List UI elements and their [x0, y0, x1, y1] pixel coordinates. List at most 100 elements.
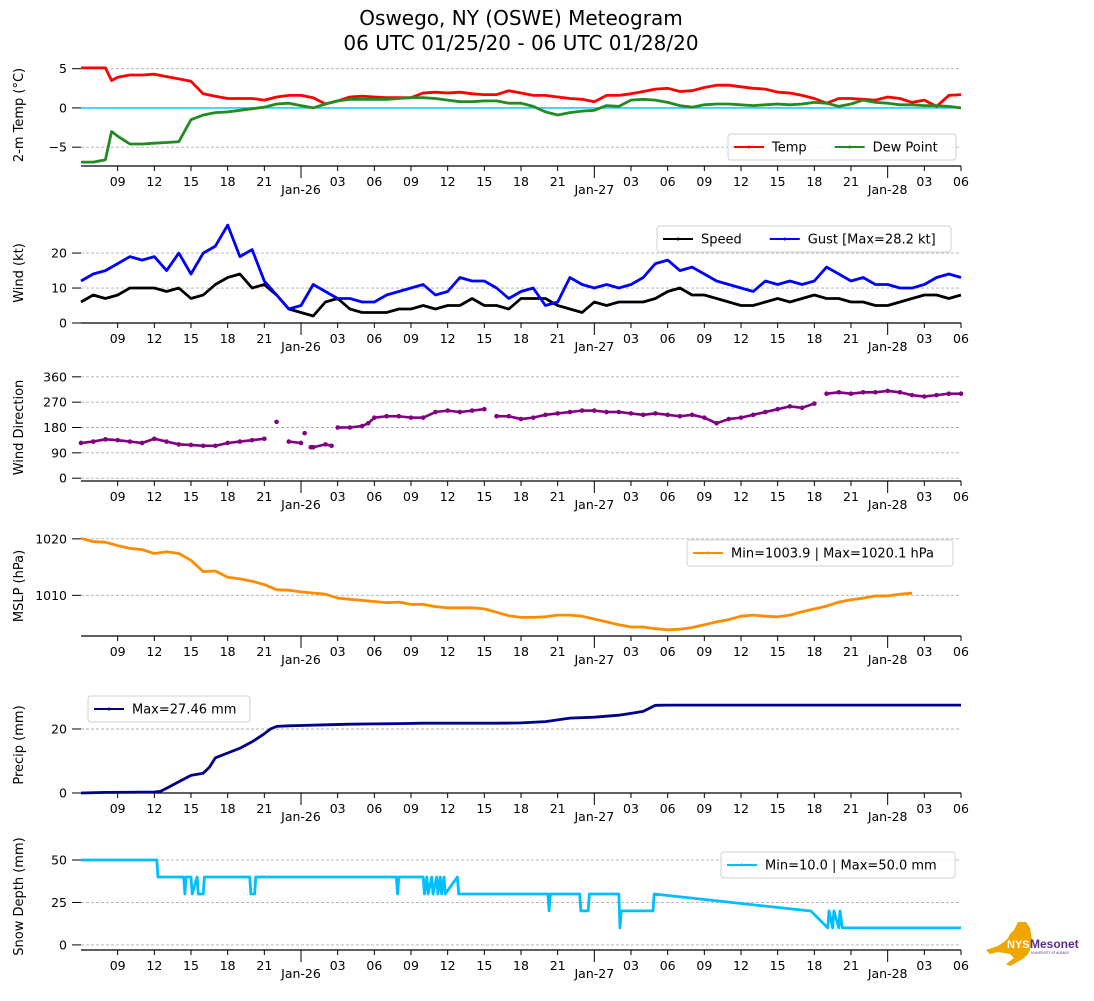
x-major-tick-label: Jan-28 — [867, 966, 908, 981]
x-tick-label: 09 — [696, 801, 712, 816]
x-major-tick-label: Jan-28 — [867, 339, 908, 354]
x-tick-label: 06 — [366, 174, 382, 189]
y-axis-label: MSLP (hPa) — [12, 550, 27, 622]
x-tick-label: 12 — [733, 174, 749, 189]
x-tick-label: 03 — [623, 801, 639, 816]
x-tick-label: 15 — [476, 958, 492, 973]
x-tick-label: 06 — [366, 801, 382, 816]
panel-mslp: 1020 1010 MSLP (hPa) 09 12 15 18 21 03 06 09 12 15 18… — [12, 531, 969, 667]
x-tick-label: 06 — [660, 958, 676, 973]
x-tick-label: 15 — [183, 489, 199, 504]
data-segment — [251, 437, 265, 442]
y-tick-label: 0 — [59, 937, 67, 952]
legend-marker — [676, 237, 680, 241]
x-tick-label: 18 — [513, 644, 529, 659]
x-tick-label: 03 — [330, 331, 346, 346]
x-tick-label: 18 — [220, 331, 236, 346]
legend: Speed Gust [Max=28.2 kt] — [656, 225, 952, 253]
legend-marker — [740, 863, 744, 867]
series-line-max-27-46-mm — [80, 703, 961, 795]
x-tick-label: 03 — [330, 174, 346, 189]
legend-box — [87, 695, 251, 723]
x-tick-label: 18 — [220, 489, 236, 504]
series-line-speed — [80, 272, 962, 318]
data-segment — [398, 414, 412, 419]
x-tick-label: 12 — [440, 331, 456, 346]
data-segment — [643, 412, 656, 417]
x-tick-label: 15 — [476, 801, 492, 816]
y-tick-label: 0 — [59, 471, 67, 486]
x-major-tick-label: Jan-27 — [573, 339, 614, 354]
legend: Temp Dew Point — [727, 133, 957, 161]
x-tick-label: 18 — [806, 801, 822, 816]
data-segment — [679, 413, 693, 418]
panel-wdir: 360 270 180 90 0 Wind Direction 09 12 15 18 21 03 06… — [12, 369, 969, 512]
x-tick-label: 21 — [550, 174, 566, 189]
data-segment — [728, 416, 742, 421]
y-tick-label: 1010 — [35, 588, 67, 603]
y-tick-label: 10 — [51, 281, 67, 296]
legend-box — [686, 539, 954, 567]
x-tick-label: 12 — [440, 174, 456, 189]
legend-label: Max=27.46 mm — [132, 703, 236, 718]
y-tick-label: 0 — [59, 100, 67, 115]
x-tick-label: 06 — [953, 489, 969, 504]
x-major-tick-label: Jan-28 — [867, 182, 908, 197]
x-tick-label: 06 — [366, 958, 382, 973]
x-tick-label: 03 — [916, 331, 932, 346]
x-tick-label: 06 — [366, 489, 382, 504]
x-tick-label: 06 — [953, 174, 969, 189]
data-segment — [508, 414, 522, 421]
x-tick-label: 09 — [696, 331, 712, 346]
x-tick-label: 15 — [770, 801, 786, 816]
data-segment — [703, 416, 718, 425]
data-segment — [667, 413, 681, 418]
x-tick-label: 21 — [843, 958, 859, 973]
data-segment — [435, 409, 448, 414]
x-tick-label: 03 — [916, 801, 932, 816]
x-tick-label: 03 — [330, 644, 346, 659]
x-tick-label: 21 — [256, 174, 272, 189]
chart-title: Oswego, NY (OSWE) Meteogram 06 UTC 01/25… — [0, 6, 1042, 56]
data-segment — [899, 391, 913, 397]
data-point — [274, 419, 279, 425]
x-tick-label: 21 — [256, 331, 272, 346]
x-tick-label: 18 — [806, 644, 822, 659]
logo-brand-text: Mesonet — [1030, 937, 1079, 951]
x-tick-label: 12 — [440, 801, 456, 816]
data-segment — [716, 417, 730, 425]
x-tick-label: 21 — [843, 489, 859, 504]
data-segment — [141, 437, 155, 445]
data-segment — [215, 441, 228, 448]
panel-precip: 20 0 Precip (mm) 09 12 15 18 21 03 06 09 12 15 18 21 03… — [12, 695, 969, 824]
data-segment — [545, 412, 558, 417]
x-tick-label: 06 — [366, 644, 382, 659]
legend-marker — [848, 145, 852, 149]
data-segment — [838, 391, 852, 396]
x-tick-label: 09 — [403, 801, 419, 816]
x-tick-label: 06 — [953, 644, 969, 659]
x-tick-label: 18 — [806, 174, 822, 189]
y-tick-label: 0 — [59, 786, 67, 801]
x-tick-label: 15 — [770, 489, 786, 504]
y-tick-label: 0 — [59, 316, 67, 331]
x-tick-label: 03 — [916, 958, 932, 973]
x-tick-label: 12 — [440, 644, 456, 659]
x-tick-label: 03 — [916, 489, 932, 504]
x-major-tick-label: Jan-27 — [573, 182, 614, 197]
data-segment — [691, 413, 705, 419]
x-major-tick-label: Jan-27 — [573, 652, 614, 667]
data-segment — [325, 443, 332, 448]
x-tick-label: 06 — [953, 958, 969, 973]
x-tick-label: 12 — [733, 489, 749, 504]
y-tick-label: 270 — [43, 395, 67, 410]
data-segment — [312, 443, 326, 449]
data-segment — [92, 438, 106, 443]
x-tick-label: 03 — [916, 174, 932, 189]
data-segment — [655, 412, 668, 417]
data-segment — [887, 389, 901, 394]
x-tick-label: 15 — [476, 489, 492, 504]
x-tick-label: 12 — [440, 489, 456, 504]
x-tick-label: 21 — [550, 489, 566, 504]
x-tick-label: 09 — [403, 489, 419, 504]
